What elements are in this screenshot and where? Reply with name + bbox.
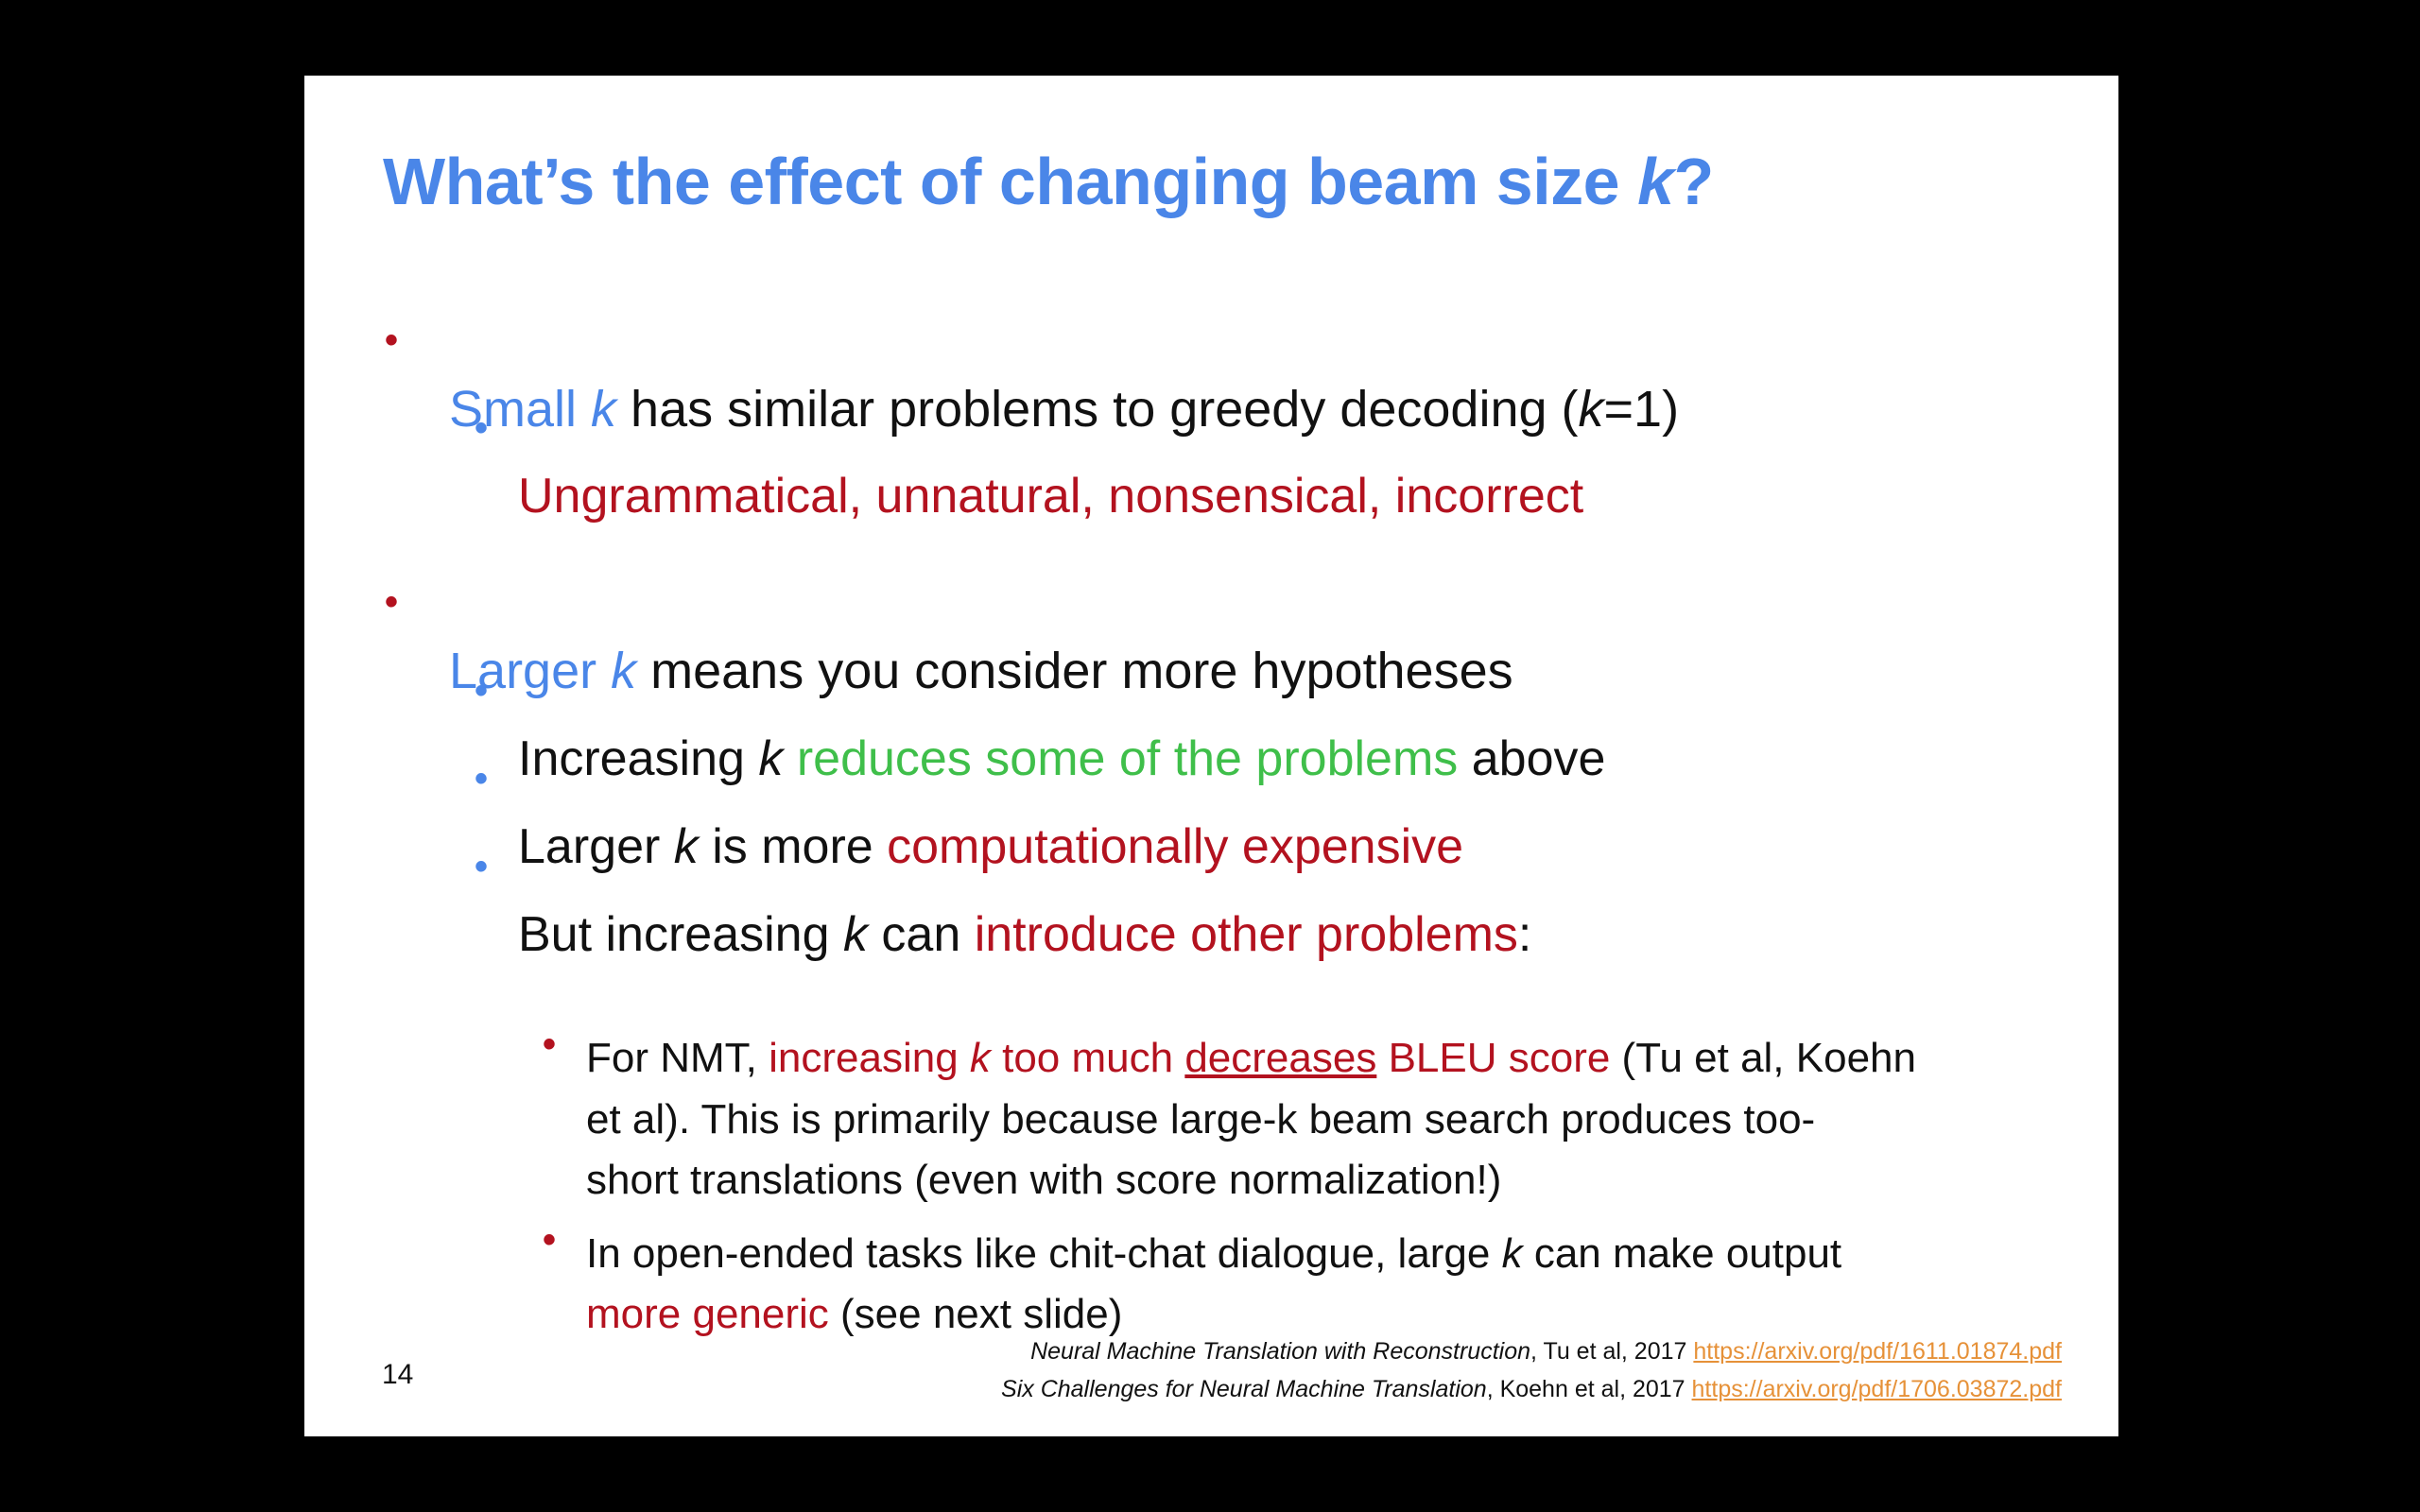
bullet-text: has similar problems to greedy decoding … <box>616 381 1579 438</box>
reference-tu: Neural Machine Translation with Reconstr… <box>1001 1332 2062 1370</box>
bullet-text <box>783 731 796 786</box>
bullet-text: For NMT, <box>586 1035 769 1081</box>
bullet-text: But increasing <box>518 907 843 962</box>
bullet-text: above <box>1458 731 1606 786</box>
references: Neural Machine Translation with Reconstr… <box>1001 1332 2062 1408</box>
reference-title: Neural Machine Translation with Reconstr… <box>1030 1338 1531 1365</box>
bullet-dot: • <box>385 319 399 361</box>
reference-koehn: Six Challenges for Neural Machine Transl… <box>1001 1370 2062 1408</box>
underlined-decreases: decreases <box>1184 1035 1377 1081</box>
var-k: k <box>969 1035 991 1081</box>
bullet-small-k: Small k has similar problems to greedy d… <box>449 380 1679 438</box>
var-k: k <box>758 731 784 786</box>
sub-bullet-expensive: Larger k is more computationally expensi… <box>518 818 1463 875</box>
bullet-text: can <box>867 907 975 962</box>
var-k: k <box>1578 381 1604 438</box>
bullet-dot: • <box>543 1023 557 1065</box>
small-label: Small <box>449 381 592 438</box>
bullet-dot: • <box>475 407 489 449</box>
bullet-text: can make output <box>1522 1230 1842 1277</box>
bullet-text: =1) <box>1603 381 1680 438</box>
sub-bullet-reduces-problems: Increasing k reduces some of the problem… <box>518 730 1605 787</box>
bullet-dot: • <box>475 846 489 887</box>
bullet-dot: • <box>385 581 399 623</box>
sub-sub-bullet-nmt-line1: For NMT, increasing k too much decreases… <box>586 1035 1916 1082</box>
sub-sub-bullet-nmt-line2: et al). This is primarily because large-… <box>586 1096 1816 1143</box>
sub-sub-bullet-chitchat-line2: more generic (see next slide) <box>586 1291 1122 1338</box>
reference-authors: , Tu et al, 2017 <box>1530 1338 1694 1365</box>
title-text: What’s the effect of changing beam size <box>383 145 1638 218</box>
bullet-text: is more <box>698 819 888 874</box>
bullet-dot: • <box>475 670 489 712</box>
highlight-red: introduce other problems <box>974 907 1518 962</box>
reference-link[interactable]: https://arxiv.org/pdf/1611.01874.pdf <box>1693 1338 2062 1365</box>
sub-sub-bullet-nmt-line3: short translations (even with score norm… <box>586 1157 1502 1203</box>
bullet-text: Larger <box>518 819 674 874</box>
bullet-text: (Tu et al, Koehn <box>1610 1035 1916 1081</box>
highlight-red: BLEU score <box>1376 1035 1611 1081</box>
sub-bullet-ungrammatical: Ungrammatical, unnatural, nonsensical, i… <box>518 469 1584 524</box>
title-var-k: k <box>1637 145 1674 218</box>
page-number: 14 <box>382 1359 414 1390</box>
sub-bullet-other-problems: But increasing k can introduce other pro… <box>518 906 1531 963</box>
reference-title: Six Challenges for Neural Machine Transl… <box>1001 1376 1487 1402</box>
highlight-red: increasing <box>769 1035 970 1081</box>
var-k: k <box>1501 1230 1523 1277</box>
var-k: k <box>611 643 637 699</box>
bullet-dot: • <box>543 1219 557 1261</box>
highlight-red: more generic <box>586 1291 829 1337</box>
bullet-text: Increasing <box>518 731 759 786</box>
highlight-red: computationally expensive <box>887 819 1464 874</box>
bullet-dot: • <box>475 758 489 799</box>
bullet-text: In open-ended tasks like chit-chat dialo… <box>586 1230 1502 1277</box>
reference-authors: , Koehn et al, 2017 <box>1486 1376 1692 1402</box>
bullet-text: means you consider more hypotheses <box>636 643 1513 699</box>
highlight-green: reduces some of the problems <box>796 731 1459 786</box>
highlight-red: too much <box>990 1035 1185 1081</box>
bullet-text: (see next slide) <box>828 1291 1123 1337</box>
sub-sub-bullet-chitchat-line1: In open-ended tasks like chit-chat dialo… <box>586 1230 1841 1278</box>
bullet-text: : <box>1517 907 1532 962</box>
title-question-mark: ? <box>1673 145 1715 218</box>
slide: What’s the effect of changing beam size … <box>304 76 2118 1436</box>
var-k: k <box>673 819 699 874</box>
var-k: k <box>591 381 617 438</box>
reference-link[interactable]: https://arxiv.org/pdf/1706.03872.pdf <box>1691 1376 2062 1402</box>
bullet-larger-k: Larger k means you consider more hypothe… <box>449 642 1513 700</box>
slide-title: What’s the effect of changing beam size … <box>383 144 1714 219</box>
larger-label: Larger <box>449 643 612 699</box>
var-k: k <box>842 907 868 962</box>
